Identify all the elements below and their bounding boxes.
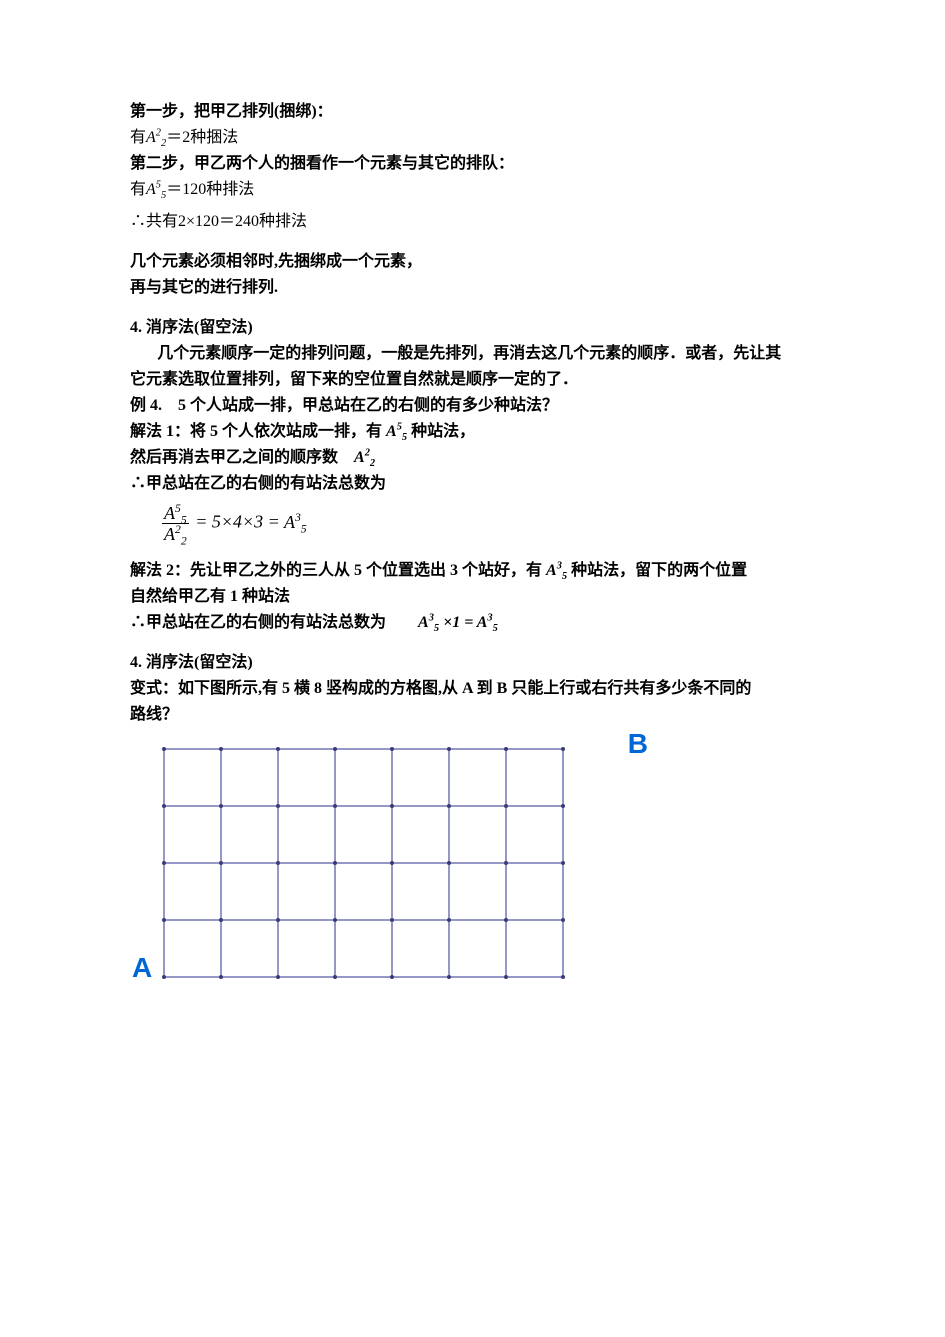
sol1-line2: 然后再消去甲乙之间的顺序数 A22 <box>130 446 815 470</box>
label-a: A <box>132 947 152 989</box>
step1-prefix: 有 <box>130 129 146 146</box>
sol2-line2: 自然给甲乙有 1 种站法 <box>130 585 815 609</box>
section4b-title: 4. 消序法(留空法) <box>130 651 815 675</box>
step1-heading: 第一步，把甲乙排列(捆绑)： <box>130 100 815 124</box>
section4a-desc-l2: 它元素选取位置排列，留下来的空位置自然就是顺序一定的了． <box>130 368 815 392</box>
step1-eq: ＝2种捆法 <box>166 129 238 146</box>
variant-l2: 路线？ <box>130 703 815 727</box>
perm-a35: A35 <box>546 562 567 579</box>
perm-a55b: A55 <box>386 423 407 440</box>
step2-eq: ＝120种排法 <box>166 181 254 198</box>
section4a-title: 4. 消序法(留空法) <box>130 316 815 340</box>
sol1-line3: ∴甲总站在乙的右侧的有站法总数为 <box>130 472 815 496</box>
sol1-line1: 解法 1：将 5 个人依次站成一排，有 A55 种站法， <box>130 420 815 444</box>
perm-eq-right: A35 <box>477 614 498 631</box>
perm-a22: A22 <box>146 129 166 146</box>
perm-a22b: A22 <box>354 449 375 466</box>
lattice-grid-diagram: B A <box>160 745 620 981</box>
lattice-grid <box>160 745 567 981</box>
fraction-equation: A55 A22 = 5×4×3 = A35 <box>130 504 815 543</box>
step2-heading: 第二步，甲乙两个人的捆看作一个元素与其它的排队： <box>130 152 815 176</box>
conclusion-1: ∴共有2×120＝240种排法 <box>130 210 815 234</box>
label-b: B <box>628 723 648 765</box>
sol2-line1: 解法 2：先让甲乙之外的三人从 5 个位置选出 3 个站好，有 A35 种站法，… <box>130 559 815 583</box>
perm-a55: A55 <box>146 181 166 198</box>
sol2-line3: ∴甲总站在乙的右侧的有站法总数为 A35 ×1 = A35 <box>130 611 815 635</box>
step1-formula: 有A22＝2种捆法 <box>130 126 815 150</box>
variant-l1: 变式：如下图所示,有 5 横 8 竖构成的方格图,从 A 到 B 只能上行或右行… <box>130 677 815 701</box>
step2-formula: 有A55＝120种排法 <box>130 178 815 202</box>
perm-eq-left: A35 <box>418 614 439 631</box>
principle-l2: 再与其它的进行排列. <box>130 276 815 300</box>
example4-heading: 例 4. 5 个人站成一排，甲总站在乙的右侧的有多少种站法？ <box>130 394 815 418</box>
section4a-desc-l1: 几个元素顺序一定的排列问题，一般是先排列，再消去这几个元素的顺序．或者，先让其 <box>130 342 815 366</box>
fraction: A55 A22 <box>162 504 189 543</box>
step2-prefix: 有 <box>130 181 146 198</box>
principle-l1: 几个元素必须相邻时,先捆绑成一个元素， <box>130 250 815 274</box>
